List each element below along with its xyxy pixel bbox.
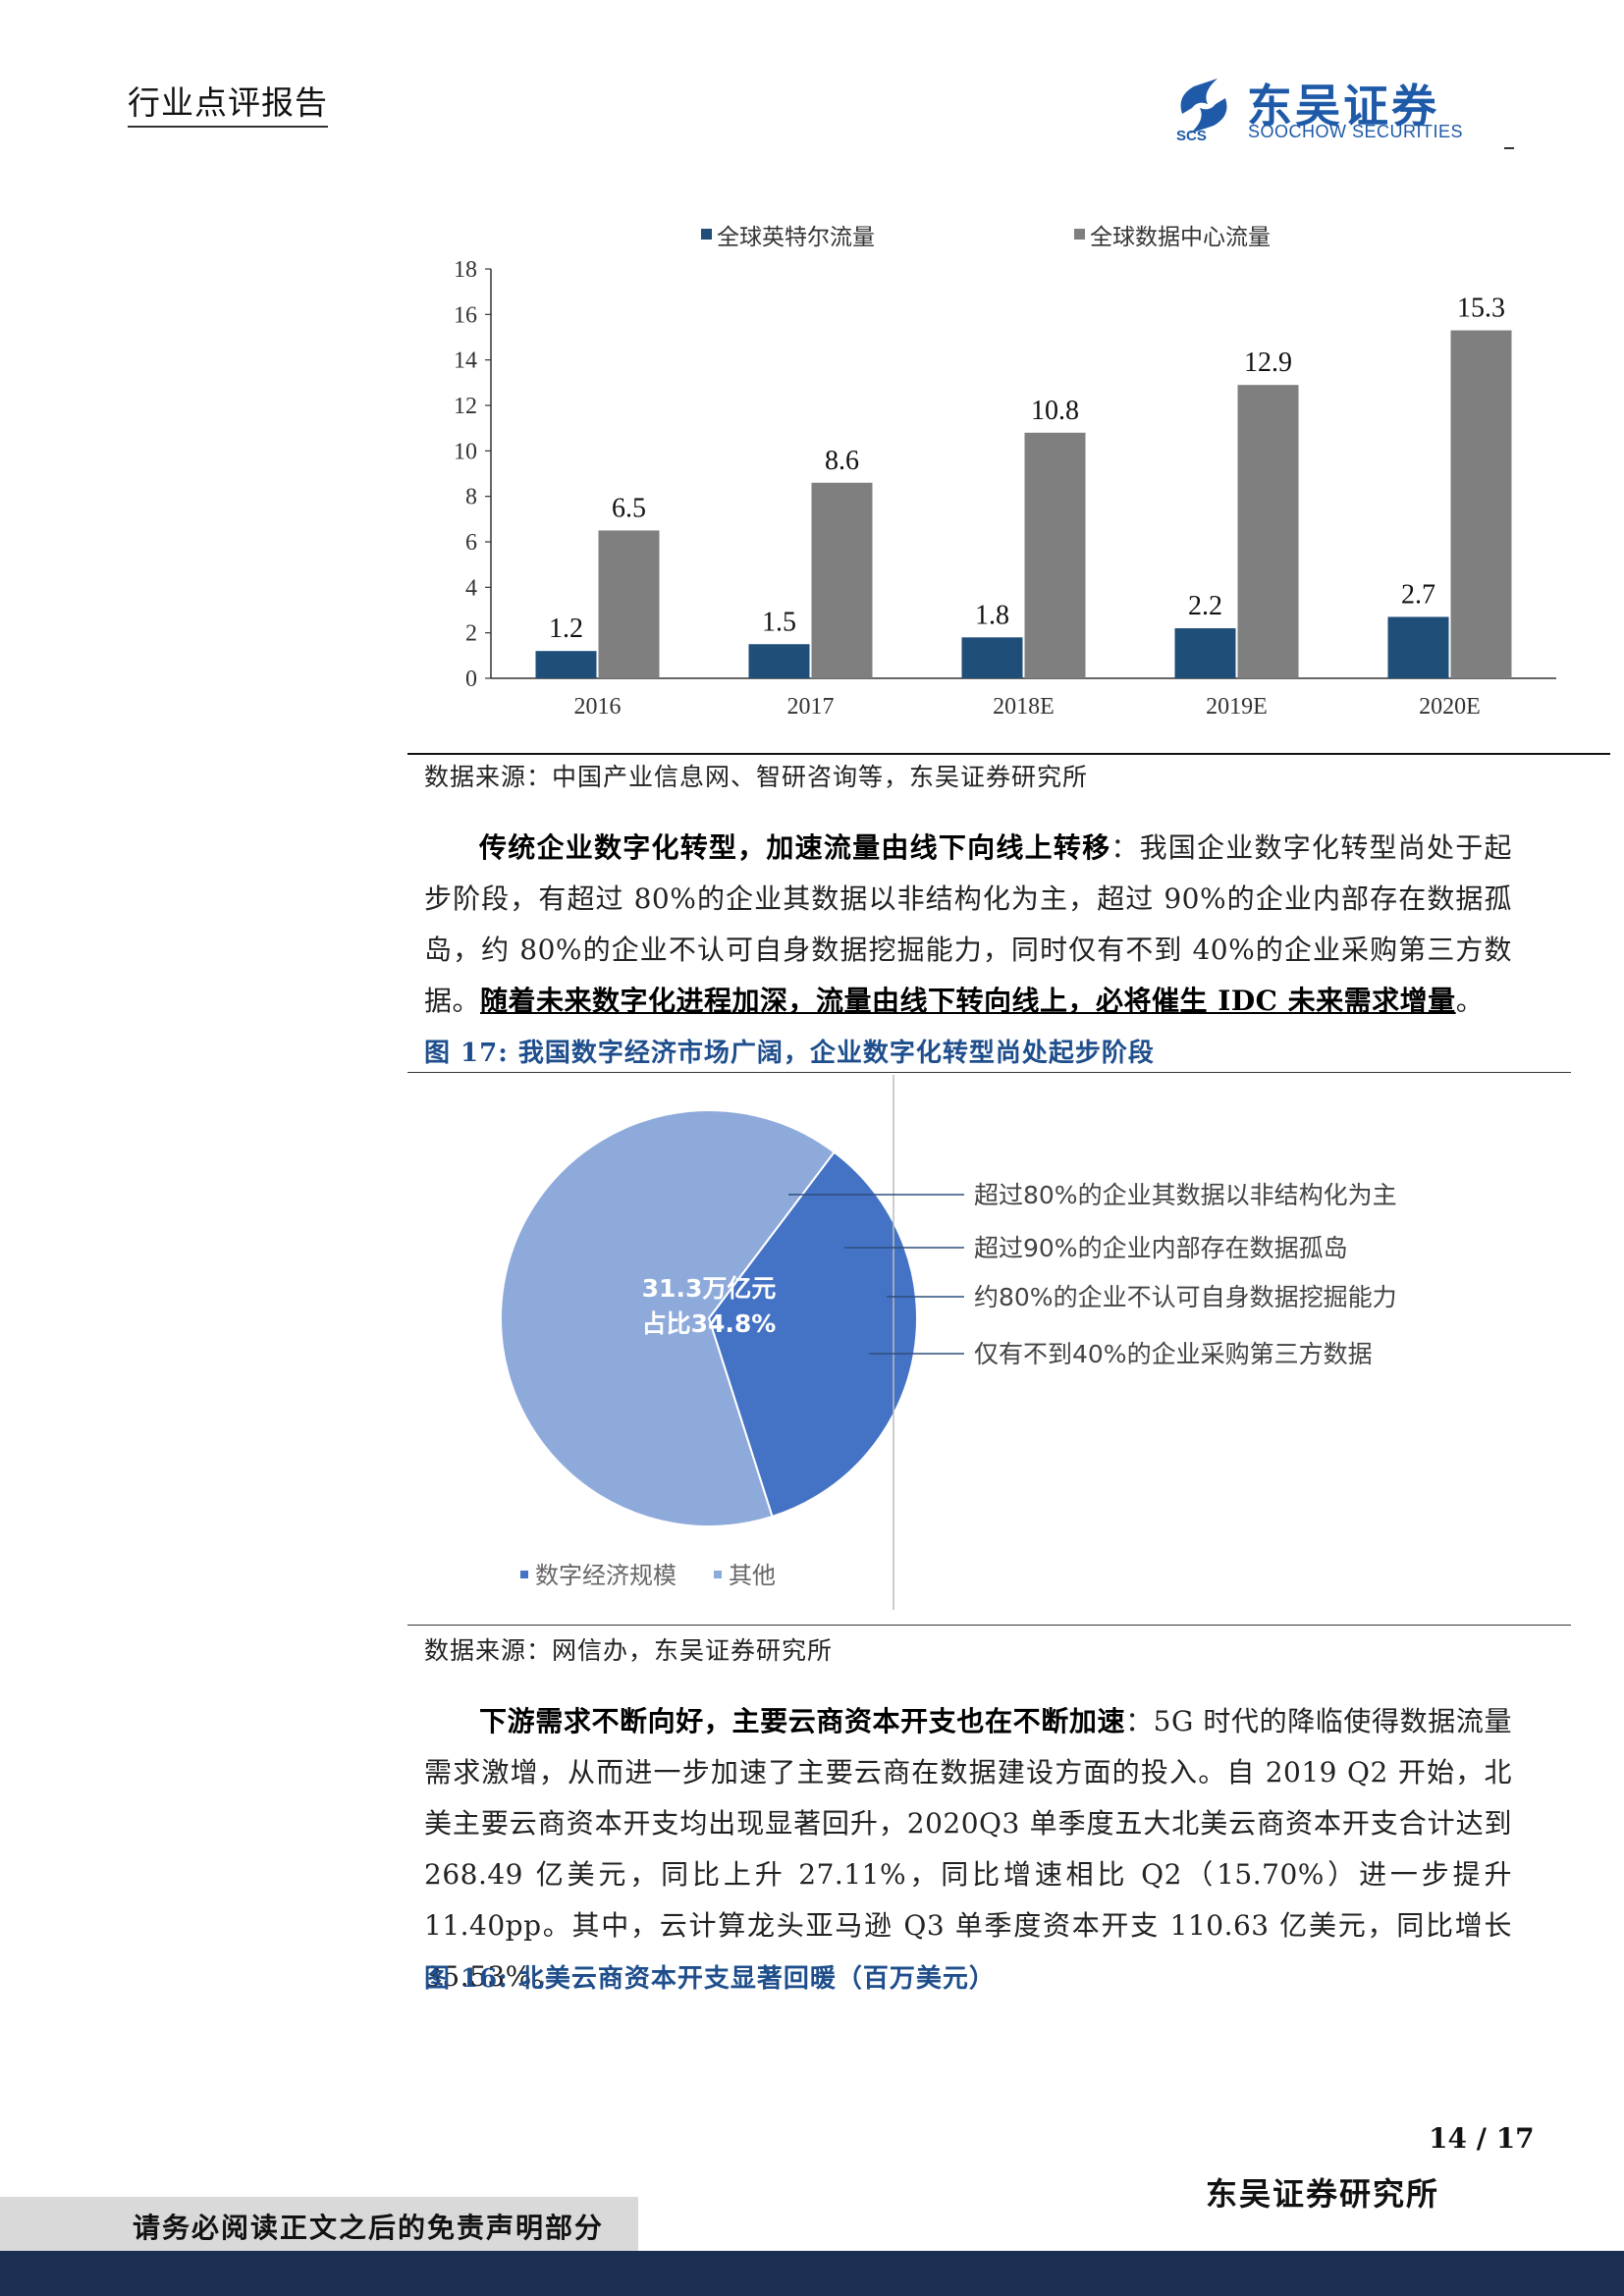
paragraph-body: ：5G 时代的降临使得数据流量需求激增，从而进一步加速了主要云商在数据建设方面的… xyxy=(424,1705,1512,1993)
chart-legend: 全球英特尔流量 全球数据中心流量 xyxy=(701,225,1271,250)
data-label-0-3: 2.2 xyxy=(1188,591,1222,621)
data-label-0-0: 1.2 xyxy=(549,614,583,644)
page-number: 14 / 17 xyxy=(1429,2122,1535,2155)
x-tick-label: 2019E xyxy=(1206,694,1268,720)
x-tick-label: 2020E xyxy=(1419,694,1481,720)
pie-center-label-share: 占比34.8% xyxy=(642,1309,777,1338)
data-label-0-1: 1.5 xyxy=(762,607,796,637)
digital-economy-pie-chart: 31.3万亿元 占比34.8% 超过80%的企业其数据以非结构化为主超过90%的… xyxy=(500,1075,1397,1610)
legend-swatch-other xyxy=(714,1571,722,1578)
bar-0-4 xyxy=(1387,616,1449,678)
footer-bar xyxy=(0,2251,1624,2296)
disclaimer-text: 请务必阅读正文之后的免责声明部分 xyxy=(133,2212,605,2244)
data-label-1-0: 6.5 xyxy=(612,493,646,523)
legend-swatch-digital xyxy=(520,1571,528,1578)
chart-axes: 0 2 4 6 8 10 12 14 16 18 2016 2017 2018E 2019E 2020E xyxy=(454,257,1556,720)
callout-label-3: 仅有不到40%的企业采购第三方数据 xyxy=(974,1340,1373,1368)
y-tick-label: 6 xyxy=(465,530,477,556)
data-label-1-1: 8.6 xyxy=(825,446,859,476)
traffic-bar-chart: 全球英特尔流量 全球数据中心流量 0 2 4 6 8 10 12 14 16 18 2016 2017 2… xyxy=(454,225,1556,720)
header-divider xyxy=(1504,147,1514,149)
paragraph-emphasis: 随着未来数字化进程加深，流量由线下转向线上，必将催生 IDC 未来需求增量 xyxy=(480,985,1456,1017)
callout-label-2: 约80%的企业不认可自身数据挖掘能力 xyxy=(974,1283,1397,1311)
pie-callouts: 超过80%的企业其数据以非结构化为主超过90%的企业内部存在数据孤岛约80%的企… xyxy=(788,1181,1397,1368)
y-tick-label: 16 xyxy=(454,302,477,328)
pie-slice-1 xyxy=(500,1109,836,1527)
figure-17-bottom-rule xyxy=(407,1625,1571,1626)
bar-1-4 xyxy=(1450,330,1512,678)
bar-0-2 xyxy=(961,637,1023,678)
bar-0-1 xyxy=(748,644,810,678)
legend-swatch-0 xyxy=(701,229,712,240)
paragraph-cloud-capex: 下游需求不断向好，主要云商资本开支也在不断加速：5G 时代的降临使得数据流量需求… xyxy=(424,1696,1512,2002)
chart-source: 数据来源：中国产业信息网、智研咨询等，东吴证券研究所 xyxy=(424,763,1089,791)
bar-0-3 xyxy=(1174,628,1236,678)
disclaimer-banner: 请务必阅读正文之后的免责声明部分 xyxy=(0,2197,638,2251)
y-tick-label: 10 xyxy=(454,439,477,464)
bar-1-0 xyxy=(598,530,660,678)
logo-mark-text: SCS xyxy=(1176,128,1207,141)
pie-slices xyxy=(500,1109,918,1527)
paragraph-lead: 下游需求不断向好，主要云商资本开支也在不断加速 xyxy=(479,1705,1126,1737)
x-tick-label: 2016 xyxy=(574,694,622,720)
data-label-1-4: 15.3 xyxy=(1457,294,1505,324)
bar-1-3 xyxy=(1237,385,1299,678)
data-label-0-2: 1.8 xyxy=(975,600,1009,630)
callout-label-1: 超过90%的企业内部存在数据孤岛 xyxy=(974,1234,1348,1262)
pie-center-label-value: 31.3万亿元 xyxy=(642,1274,777,1303)
y-tick-label: 0 xyxy=(465,667,477,692)
figure-17-top-rule xyxy=(407,1072,1571,1073)
y-tick-label: 12 xyxy=(454,394,477,419)
chart-bottom-rule xyxy=(407,753,1610,755)
bar-1-1 xyxy=(811,482,873,678)
logo-chinese-name: 东吴证券 xyxy=(1247,80,1439,133)
legend-label-other: 其他 xyxy=(729,1562,776,1589)
report-type-title: 行业点评报告 xyxy=(128,77,328,128)
logo-english-name: SOOCHOW SECURITIES xyxy=(1248,122,1464,141)
y-tick-label: 14 xyxy=(454,348,477,374)
chart-bars: 1.2 6.5 1.5 8.6 1.8 10.8 2.2 12.9 2.7 15.3 xyxy=(535,294,1512,678)
y-tick-label: 4 xyxy=(465,575,477,601)
x-tick-label: 2018E xyxy=(993,694,1055,720)
y-tick-label: 2 xyxy=(465,621,477,647)
callout-label-0: 超过80%的企业其数据以非结构化为主 xyxy=(974,1181,1397,1209)
legend-label-1: 全球数据中心流量 xyxy=(1090,225,1271,250)
paragraph-digital-transformation: 传统企业数字化转型，加速流量由线下向线上转移：我国企业数字化转型尚处于起步阶段，… xyxy=(424,823,1512,1027)
figure-16-title: 图 16: 北美云商资本开支显著回暖（百万美元） xyxy=(424,1964,996,1994)
x-tick-label: 2017 xyxy=(787,694,835,720)
paragraph-end: 。 xyxy=(1455,985,1485,1017)
footer-organization: 东吴证券研究所 xyxy=(1206,2175,1440,2213)
soochow-logo-icon: SCS xyxy=(1176,79,1227,141)
data-label-1-3: 12.9 xyxy=(1244,347,1292,378)
bar-0-0 xyxy=(535,651,597,678)
data-label-0-4: 2.7 xyxy=(1401,579,1435,610)
bar-1-2 xyxy=(1024,432,1086,678)
figure-17-title: 图 17: 我国数字经济市场广阔，企业数字化转型尚处起步阶段 xyxy=(424,1039,1155,1068)
figure-17-source: 数据来源：网信办，东吴证券研究所 xyxy=(424,1636,834,1665)
legend-label-digital: 数字经济规模 xyxy=(535,1562,677,1589)
company-logo: SCS 东吴证券 SOOCHOW SECURITIES xyxy=(1168,71,1502,149)
paragraph-lead: 传统企业数字化转型，加速流量由线下向线上转移 xyxy=(479,831,1111,864)
legend-swatch-1 xyxy=(1074,229,1085,240)
data-label-1-2: 10.8 xyxy=(1031,396,1079,426)
y-tick-label: 18 xyxy=(454,257,477,283)
y-tick-label: 8 xyxy=(465,485,477,510)
legend-label-0: 全球英特尔流量 xyxy=(717,225,875,250)
paragraph-body: ：我国企业数字化转型尚处于起步阶段，有超过 80%的企业其数据以非结构化为主，超… xyxy=(424,831,1512,1017)
pie-legend: 数字经济规模 其他 xyxy=(520,1562,776,1589)
